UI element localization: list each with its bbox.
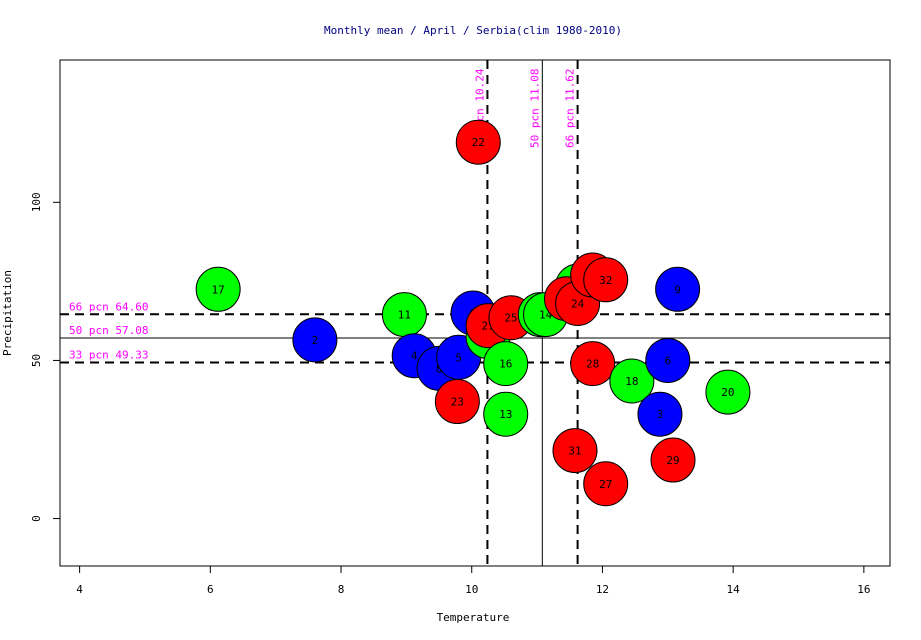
point-label-24: 24 [571,298,585,311]
point-label-18: 18 [625,375,638,388]
point-6 [645,337,691,383]
point-label-25: 25 [504,312,517,325]
x-tick-label-16: 16 [857,583,870,596]
point-label-2: 2 [312,334,319,347]
point-label-32: 32 [599,274,612,287]
point-label-20: 20 [721,386,734,399]
point-9 [655,266,701,312]
y-tick-label-100: 100 [30,192,43,212]
x-axis: 4 6 8 10 12 14 16 [76,566,870,596]
hline-label-2: 50 pcn 57.08 [69,324,148,337]
x-tick-label-12: 12 [596,583,609,596]
point-13 [483,391,529,437]
x-tick-label-14: 14 [727,583,741,596]
point-23 [434,379,480,425]
y-axis-label: Precipitation [1,270,14,356]
point-label-9: 9 [674,283,681,296]
point-label-31: 31 [568,445,581,458]
point-3 [637,391,683,437]
point-label-29: 29 [666,454,679,467]
point-label-22: 22 [472,136,485,149]
x-tick-label-8: 8 [338,583,345,596]
vline-label-3: 66 pcn 11.62 [564,69,577,148]
point-label-11: 11 [398,309,411,322]
point-32 [583,257,629,303]
point-22 [455,119,501,165]
point-28 [570,341,616,387]
point-label-3: 3 [657,408,664,421]
hline-label-3: 33 pcn 49.33 [69,349,148,362]
point-31 [552,428,598,474]
point-label-23: 23 [451,396,464,409]
points-layer: 1721148523119212516131514123024263228312… [195,119,751,507]
point-label-28: 28 [586,358,599,371]
point-29 [650,437,696,483]
point-16 [483,341,529,387]
point-label-17: 17 [212,283,225,296]
point-label-27: 27 [599,478,612,491]
point-label-16: 16 [499,358,512,371]
point-label-5: 5 [455,351,462,364]
y-tick-label-50: 50 [30,354,43,367]
chart-title: Monthly mean / April / Serbia(clim 1980-… [324,24,622,37]
point-18 [609,358,655,404]
point-2 [292,317,338,363]
point-17 [195,266,241,312]
point-label-13: 13 [499,408,512,421]
plot-frame [59,59,891,567]
x-tick-label-4: 4 [76,583,83,596]
point-27 [583,461,629,507]
x-tick-label-6: 6 [207,583,214,596]
point-label-6: 6 [664,354,671,367]
hline-label-1: 66 pcn 64.60 [69,300,148,313]
x-axis-label: Temperature [437,611,510,624]
vline-label-2: 50 pcn 11.08 [528,69,541,148]
y-tick-label-0: 0 [30,515,43,522]
x-tick-label-10: 10 [465,583,478,596]
point-label-4: 4 [411,350,418,363]
point-20 [705,369,751,415]
point-label-8: 8 [436,362,443,375]
y-axis: 0 50 100 [30,192,60,522]
